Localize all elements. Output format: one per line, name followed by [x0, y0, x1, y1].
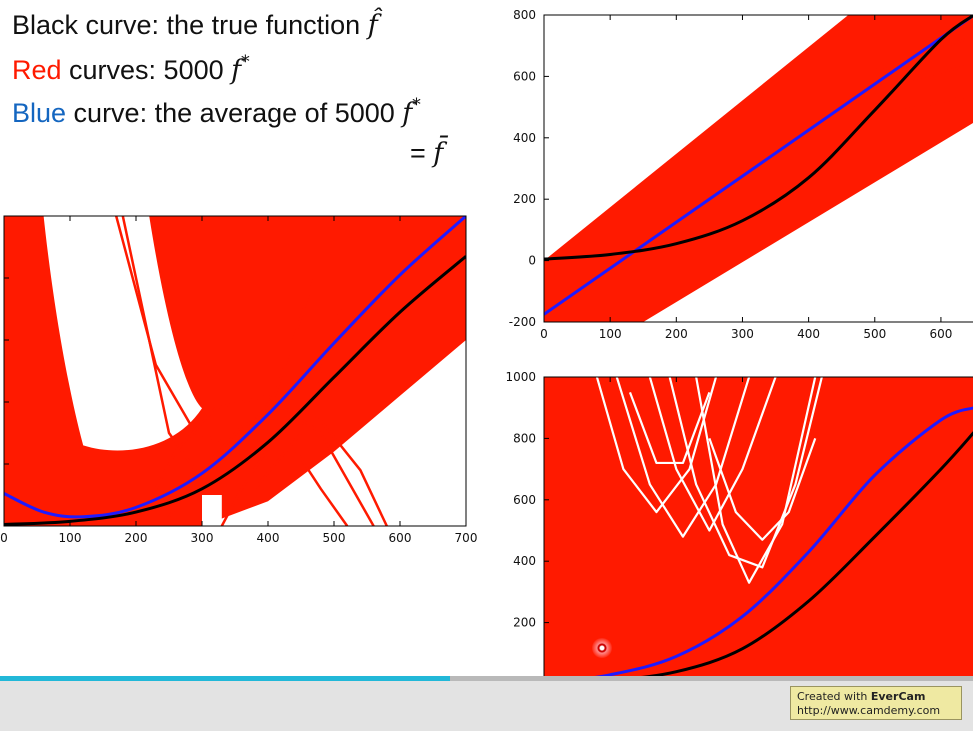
red-curve-0: [121, 216, 342, 491]
x-tick-label-left-600: 600: [389, 531, 412, 545]
x-tick-label-left-400: 400: [257, 531, 280, 545]
caption-blue-word: Blue: [12, 98, 67, 128]
f-star-symbol-2: f: [402, 98, 413, 129]
red-band-bottom-right: [544, 377, 973, 684]
y-tick-label-bottom-right-800: 800: [513, 431, 536, 445]
y-tick-label-bottom-right-200: 200: [513, 616, 536, 630]
y-tick-label-bottom-right-1000: 1000: [505, 370, 536, 384]
white-gap-3: [668, 377, 823, 569]
y-tick-label-top-right-800: 800: [513, 8, 536, 22]
caption-line-2: Red curves: 5000 f*: [12, 52, 250, 86]
x-tick-label-left-100: 100: [59, 531, 82, 545]
caption-line-1-text: Black curve: the true function: [12, 10, 361, 40]
x-tick-label-left-200: 200: [125, 531, 148, 545]
x-tick-label-top-right-100: 100: [599, 327, 622, 341]
caption-line-4: = f̄: [410, 138, 443, 169]
x-tick-label-top-right-600: 600: [929, 327, 952, 341]
watermark-line-2: http://www.camdemy.com: [797, 704, 941, 717]
plot-top-right: [544, 15, 973, 322]
x-tick-label-top-right-400: 400: [797, 327, 820, 341]
x-tick-label-left-500: 500: [323, 531, 346, 545]
y-tick-label-top-right-400: 400: [513, 131, 536, 145]
x-tick-label-top-right-200: 200: [665, 327, 688, 341]
y-tick-label-top-right-200: 200: [513, 192, 536, 206]
red-curve-2: [874, 93, 973, 118]
x-tick-label-left-700: 700: [455, 531, 478, 545]
caption-line-3: Blue curve: the average of 5000 f*: [12, 95, 421, 129]
axes-frame-left: [3, 215, 467, 527]
f-hat-symbol: f̂: [367, 10, 378, 41]
white-gap-left-3: [202, 495, 222, 526]
white-gap-4: [695, 377, 817, 584]
white-gap-2: [648, 377, 777, 532]
red-curve-1: [874, 63, 973, 90]
red-curve-3: [134, 394, 375, 526]
caption-equals: =: [410, 138, 426, 168]
video-progress-track[interactable]: [0, 676, 973, 681]
f-star-symbol: f: [231, 55, 242, 86]
average-curve-bottom-right: [544, 406, 973, 684]
caption-line-2-text: curves: 5000: [61, 55, 224, 85]
y-tick-label-top-right-600: 600: [513, 69, 536, 83]
f-bar-symbol: f̄: [433, 138, 444, 169]
y-tick-label-top-right-0: 0: [528, 254, 536, 268]
white-gap-0: [595, 377, 718, 514]
plot-bottom-right: [544, 377, 973, 684]
pointer-highlight-icon: [592, 638, 612, 658]
red-curve-1: [220, 447, 349, 526]
f-star-superscript: *: [241, 52, 250, 72]
plot-left: [4, 216, 466, 526]
x-tick-label-top-right-300: 300: [731, 327, 754, 341]
x-tick-label-left-0: 0: [0, 531, 8, 545]
x-tick-label-left-300: 300: [191, 531, 214, 545]
true-function-curve-top-right: [544, 15, 973, 261]
white-gap-left-2: [281, 481, 400, 526]
average-curve-top-right: [544, 15, 973, 316]
watermark-line-1: Created with EverCam: [797, 690, 955, 704]
y-tick-label-bottom-right-400: 400: [513, 554, 536, 568]
white-gap-6: [628, 391, 711, 465]
y-tick-label-bottom-right-600: 600: [513, 493, 536, 507]
caption-line-1: Black curve: the true function f̂: [12, 10, 378, 41]
axes-frame-top-right: [543, 14, 973, 323]
white-gap-left: [43, 216, 202, 451]
watermark-brand: EverCam: [870, 690, 926, 703]
white-gap-1: [615, 377, 751, 538]
watermark-prefix: Created with: [797, 690, 871, 703]
evercam-watermark: Created with EverCam http://www.camdemy.…: [790, 686, 962, 720]
x-tick-label-top-right-0: 0: [540, 327, 548, 341]
red-curve-0: [874, 35, 973, 72]
red-curve-4: [161, 406, 388, 526]
true-function-curve-left: [4, 255, 466, 526]
y-tick-label-top-right--200: -200: [509, 315, 536, 329]
red-curve-2: [114, 216, 316, 447]
average-curve-left: [4, 216, 466, 519]
f-star-superscript-2: *: [412, 95, 421, 115]
caption-red-word: Red: [12, 55, 62, 85]
white-gap-5: [708, 438, 817, 541]
caption-line-3-text: curve: the average of 5000: [66, 98, 395, 128]
x-tick-label-top-right-500: 500: [863, 327, 886, 341]
video-progress-fill: [0, 676, 451, 681]
